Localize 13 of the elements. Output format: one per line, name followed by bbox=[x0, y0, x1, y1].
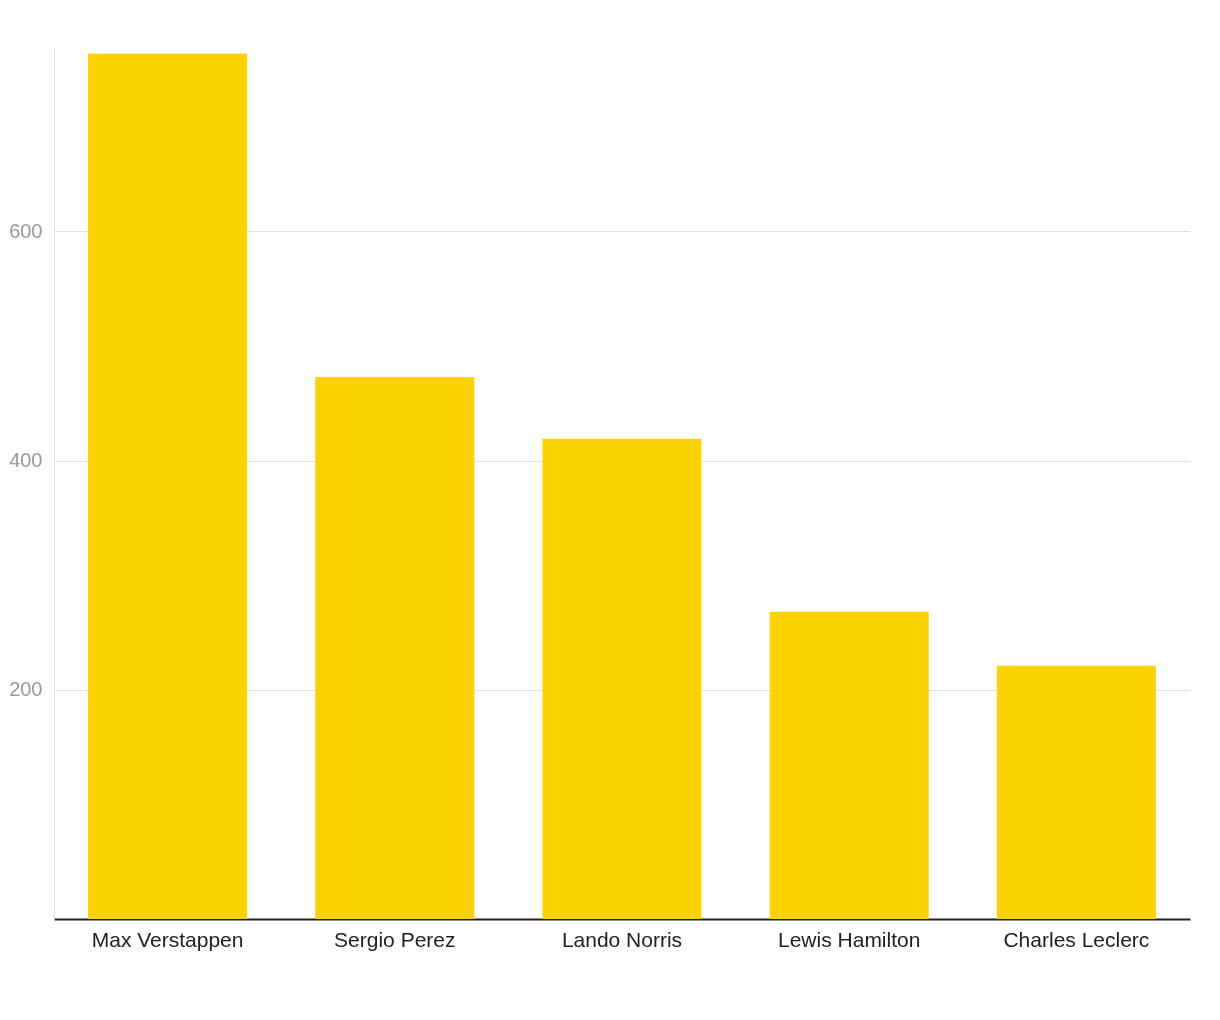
bar bbox=[88, 53, 248, 919]
x-tick-label: Sergio Perez bbox=[334, 927, 456, 951]
x-tick-label: Max Verstappen bbox=[91, 927, 244, 951]
bar bbox=[769, 611, 929, 919]
y-tick-label: 400 bbox=[9, 449, 43, 472]
y-tick-label: 200 bbox=[9, 678, 43, 701]
bar bbox=[315, 376, 475, 919]
bar bbox=[542, 438, 702, 919]
x-tick-label: Lando Norris bbox=[561, 927, 683, 951]
bar bbox=[996, 665, 1156, 919]
x-tick-label: Lewis Hamilton bbox=[778, 927, 921, 951]
x-tick-label: Charles Leclerc bbox=[1003, 927, 1150, 951]
y-tick-label: 600 bbox=[9, 219, 43, 242]
